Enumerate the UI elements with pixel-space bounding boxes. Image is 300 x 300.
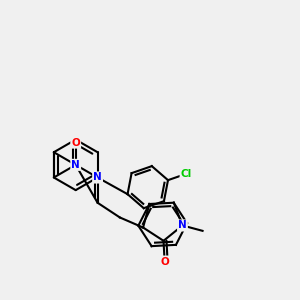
Text: N: N — [178, 220, 187, 230]
Text: N: N — [71, 160, 80, 170]
Text: O: O — [71, 138, 80, 148]
Text: Cl: Cl — [181, 169, 192, 179]
Text: O: O — [160, 256, 169, 267]
Text: N: N — [93, 172, 102, 182]
